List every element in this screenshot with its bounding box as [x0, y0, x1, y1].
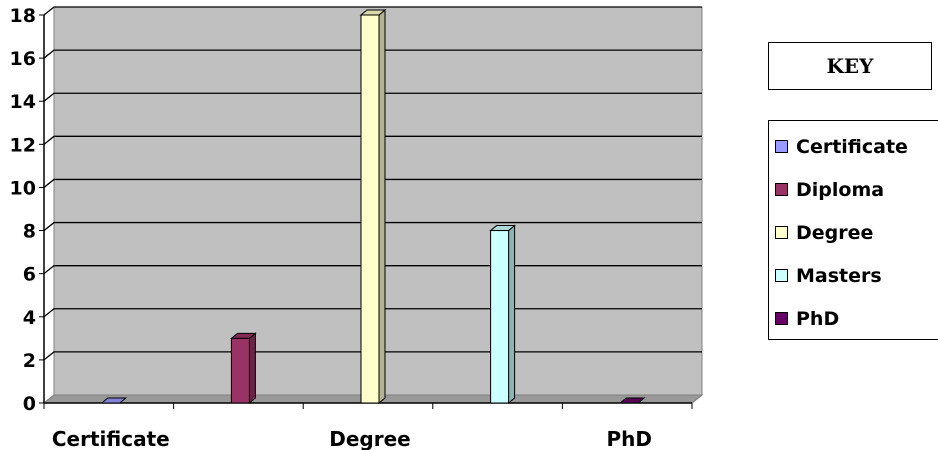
x-tick-label: PhD — [606, 427, 652, 450]
gridline — [43, 178, 702, 188]
gridline — [43, 265, 702, 275]
y-tick-label: 4 — [23, 307, 36, 329]
gridline — [43, 351, 702, 361]
legend-item-degree: Degree — [769, 211, 938, 254]
bar — [360, 14, 380, 404]
legend-swatch — [775, 226, 788, 239]
legend-item-diploma: Diploma — [769, 168, 938, 211]
legend-label: Certificate — [796, 135, 908, 158]
legend-swatch — [775, 183, 788, 196]
y-tick-label: 12 — [10, 134, 36, 156]
legend-item-phd: PhD — [769, 297, 938, 340]
x-tick-label: Degree — [329, 427, 410, 450]
key-box: KEY — [768, 42, 932, 90]
key-title: KEY — [826, 54, 874, 78]
y-tick-label: 14 — [10, 91, 36, 113]
y-tick-label: 8 — [23, 221, 36, 243]
legend-swatch — [775, 269, 788, 282]
legend-swatch — [775, 140, 788, 153]
bar-top — [100, 397, 128, 404]
bar-side — [508, 224, 516, 405]
legend: Certificate Diploma Degree Masters PhD — [768, 120, 938, 340]
bar — [230, 337, 250, 404]
bar — [490, 230, 510, 404]
gridline — [43, 221, 702, 232]
legend-label: Diploma — [796, 178, 885, 201]
bar-side — [378, 8, 386, 405]
y-tick-label: 16 — [10, 48, 36, 70]
bar-side — [248, 332, 256, 405]
legend-item-masters: Masters — [769, 254, 938, 297]
x-tick-label: Certificate — [52, 427, 170, 450]
gridline — [43, 308, 702, 318]
gridline — [43, 6, 702, 16]
legend-item-certificate: Certificate — [769, 125, 938, 168]
gridline — [43, 92, 702, 102]
bar-top — [618, 397, 646, 404]
legend-swatch — [775, 312, 788, 325]
y-tick-label: 2 — [23, 350, 36, 372]
y-tick-label: 18 — [10, 5, 36, 27]
y-tick-label: 6 — [23, 264, 36, 286]
gridline — [43, 135, 702, 145]
legend-label: PhD — [796, 307, 840, 330]
legend-label: Degree — [796, 221, 874, 244]
y-tick-label: 0 — [23, 393, 36, 415]
legend-label: Masters — [796, 264, 882, 287]
gridline — [43, 49, 702, 59]
y-tick-label: 10 — [10, 177, 36, 199]
